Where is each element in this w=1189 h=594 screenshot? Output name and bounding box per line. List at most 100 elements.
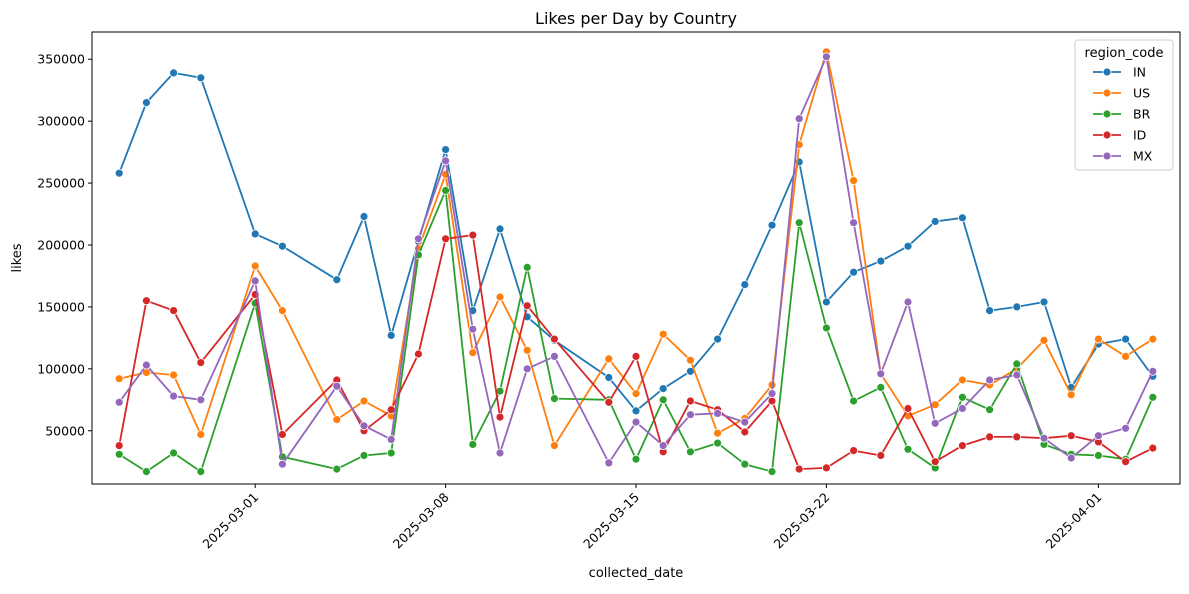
series-id: [114, 230, 1158, 474]
data-point: [903, 444, 913, 454]
data-point: [876, 369, 886, 379]
legend-swatch-marker: [1102, 151, 1112, 161]
data-point: [522, 364, 532, 374]
data-point: [849, 176, 858, 186]
data-point: [550, 394, 559, 404]
data-point: [794, 114, 804, 124]
data-point: [468, 324, 478, 334]
data-point: [1039, 335, 1049, 345]
data-point: [740, 280, 750, 290]
data-point: [114, 168, 124, 178]
data-point: [169, 448, 179, 458]
data-point: [196, 430, 206, 439]
data-point: [169, 306, 179, 316]
x-tick-label: 2025-03-01: [199, 490, 261, 552]
data-point: [1066, 431, 1076, 441]
data-point: [604, 397, 614, 407]
data-point: [441, 234, 451, 244]
data-point: [169, 391, 179, 401]
x-axis: 2025-03-01 2025-03-08 2025-03-15 2025-03-22…: [199, 484, 1105, 552]
data-point: [985, 405, 994, 415]
data-point: [658, 329, 668, 339]
data-point: [658, 441, 668, 451]
data-point: [767, 396, 777, 406]
data-point: [930, 217, 940, 226]
data-point: [196, 395, 206, 405]
data-point: [522, 301, 532, 311]
legend-swatch-marker: [1102, 109, 1112, 119]
y-tick-label: 300000: [37, 114, 85, 129]
y-tick-label: 100000: [37, 361, 85, 376]
data-point: [495, 292, 505, 302]
x-tick-label: 2025-03-15: [580, 490, 642, 552]
data-point: [332, 415, 342, 425]
data-point: [468, 439, 478, 449]
data-point: [522, 345, 532, 355]
data-point: [1121, 334, 1130, 344]
data-point: [468, 348, 478, 358]
data-point: [141, 296, 151, 306]
data-point: [386, 434, 396, 444]
y-axis: 50000 100000 150000 200000 250000 300000 35000…: [37, 52, 92, 438]
data-point: [1148, 392, 1158, 402]
data-point: [413, 234, 423, 244]
data-point: [740, 459, 750, 469]
plot-frame: [91, 31, 1181, 485]
data-point: [1039, 297, 1049, 307]
data-point: [822, 52, 831, 62]
data-point: [767, 220, 777, 230]
data-point: [1121, 457, 1130, 467]
legend-label: IN: [1133, 65, 1146, 80]
x-tick-label: 2025-04-01: [1043, 490, 1105, 552]
data-point: [114, 441, 124, 451]
series-line-id: [118, 234, 1154, 471]
data-point: [359, 451, 369, 460]
data-point: [794, 464, 804, 474]
data-point: [1094, 334, 1103, 344]
data-point: [849, 218, 858, 228]
legend-swatch-marker: [1102, 130, 1112, 140]
data-point: [713, 438, 722, 448]
data-point: [196, 467, 206, 477]
data-point: [169, 68, 179, 78]
legend-item-in: IN: [1093, 65, 1146, 80]
data-point: [441, 186, 451, 195]
data-point: [658, 384, 668, 394]
data-point: [958, 213, 967, 223]
data-point: [386, 330, 396, 340]
data-point: [413, 349, 423, 359]
data-point: [985, 375, 994, 385]
data-point: [713, 408, 722, 418]
legend-swatch-marker: [1102, 88, 1112, 98]
y-tick-label: 150000: [37, 299, 85, 314]
data-point: [1148, 334, 1158, 344]
series-line-br: [118, 189, 1154, 473]
data-point: [522, 262, 532, 272]
data-point: [1066, 390, 1076, 400]
data-point: [604, 373, 614, 382]
data-point: [550, 441, 559, 451]
plot-area: [114, 47, 1158, 477]
legend-label: US: [1133, 86, 1150, 101]
data-point: [141, 467, 151, 477]
data-point: [631, 454, 641, 464]
data-point: [631, 389, 641, 399]
data-point: [958, 375, 967, 385]
data-point: [903, 297, 913, 307]
data-point: [196, 73, 206, 83]
data-point: [849, 446, 858, 456]
data-point: [196, 358, 206, 368]
data-point: [686, 355, 695, 365]
data-point: [849, 396, 858, 406]
y-tick-label: 200000: [37, 237, 85, 252]
data-point: [277, 430, 287, 439]
data-point: [958, 441, 967, 451]
data-point: [822, 323, 831, 333]
data-point: [631, 417, 641, 427]
data-point: [849, 267, 858, 277]
data-point: [114, 449, 124, 459]
data-point: [1148, 443, 1158, 453]
data-point: [332, 464, 342, 474]
data-point: [604, 354, 614, 364]
